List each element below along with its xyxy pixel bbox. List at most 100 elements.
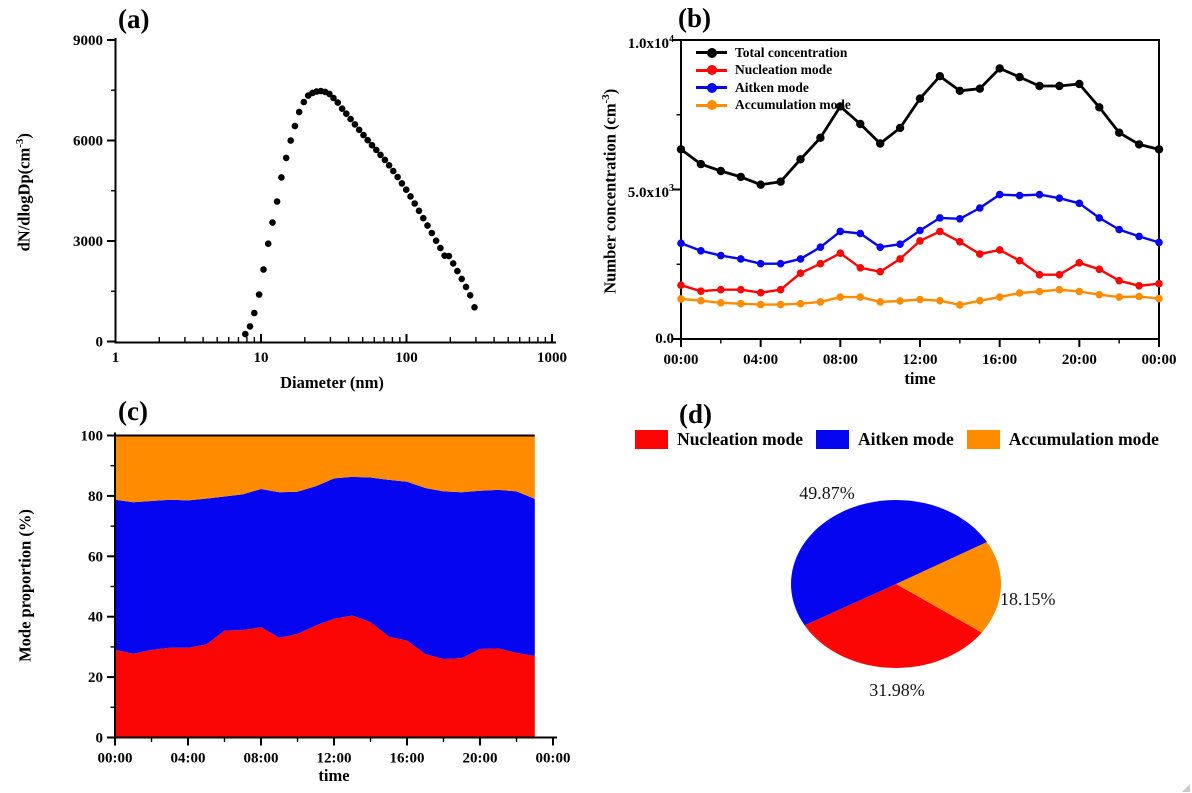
panel-c-y-ticks: 0 20 40 60 80 100 (81, 429, 115, 747)
series-point (816, 243, 825, 251)
scatter-point (260, 266, 267, 273)
pie-slice-label: 18.15% (1000, 589, 1056, 609)
panel-a-y-axis-title: dN/dlogDp(cm-3) (13, 133, 34, 252)
panel-c-y-tick-label: 60 (88, 549, 103, 565)
scatter-point (334, 99, 342, 106)
legend-item: Aitken mode (696, 79, 851, 97)
series-point (836, 293, 845, 301)
series-point (676, 145, 686, 154)
panel-c-y-tick-label: 80 (88, 489, 103, 505)
series-point (756, 300, 765, 309)
series-point (1135, 292, 1143, 301)
legend-label: Total concentration (735, 44, 848, 60)
series-point (697, 287, 705, 296)
series-point (1075, 79, 1084, 89)
scatter-point (471, 304, 478, 311)
legend-item: Nucleation mode (696, 62, 851, 80)
series-point (717, 251, 725, 260)
scatter-point (424, 222, 431, 229)
panel-a-x-tick-label: 1 (112, 350, 120, 366)
scatter-point (402, 186, 410, 193)
legend-dot-marker (707, 47, 717, 58)
series-point (776, 300, 785, 309)
panel-b-letter: (b) (678, 3, 711, 33)
legend-label: Nucleation mode (735, 62, 833, 78)
panel-c-x-tick-label: 04:00 (171, 751, 206, 767)
series-point (896, 240, 904, 248)
scatter-point (364, 136, 372, 144)
scatter-point (255, 291, 263, 298)
series-point (1095, 265, 1104, 274)
series-point (1095, 214, 1104, 222)
scatter-point (415, 207, 423, 215)
series-point (935, 72, 945, 81)
panel-c-x-tick-label: 08:00 (244, 751, 279, 767)
panel-d-letter: (d) (679, 399, 712, 429)
scatter-point (381, 156, 389, 164)
series-point (995, 293, 1004, 301)
series-point (1154, 145, 1164, 154)
panel-c-x-tick-label: 16:00 (390, 751, 425, 767)
panel-b-y-tick-label: 0.0 (655, 330, 674, 347)
series-point (936, 227, 944, 236)
pie-legend-label: Accumulation mode (1008, 429, 1159, 449)
legend-item: Total concentration (696, 44, 851, 62)
panel-c-y-tick-label: 100 (81, 429, 104, 445)
scatter-point (466, 292, 474, 299)
panel-b-x-tick-label: 20:00 (1062, 352, 1097, 368)
panel-b-series-red (677, 227, 1163, 297)
legend-label: Accumulation mode (735, 97, 851, 113)
scatter-point (351, 121, 359, 128)
legend-label: Aitken mode (735, 79, 809, 95)
scatter-point (390, 167, 397, 175)
series-point (836, 102, 845, 111)
scatter-point (428, 229, 436, 237)
series-point (756, 288, 765, 297)
series-point (1155, 279, 1163, 288)
series-point (776, 285, 785, 294)
scatter-point (330, 94, 337, 102)
series-point (677, 295, 685, 303)
pie-slice-label: 31.98% (869, 680, 925, 700)
scatter-point (411, 200, 419, 207)
series-point (736, 172, 745, 182)
scatter-point (291, 122, 299, 130)
series-point (697, 247, 705, 255)
scatter-point (273, 198, 281, 205)
panel-a-x-tick-label: 100 (395, 350, 418, 366)
panel-a-x-tick-label: 10 (254, 350, 269, 366)
panel-b-y-ticks (673, 39, 681, 340)
legend-line-marker (696, 82, 727, 93)
panel-a-y-ticks: 0 3000 6000 9000 (73, 33, 116, 351)
scatter-point (373, 146, 380, 154)
series-point (936, 296, 944, 305)
series-point (895, 123, 905, 133)
scatter-point (343, 110, 350, 117)
panel-a-x-tick-label: 1000 (537, 350, 567, 366)
series-point (1055, 270, 1064, 279)
panel-d-pie (791, 500, 1001, 668)
panel-c-chart (113, 432, 557, 739)
series-point (1095, 290, 1104, 299)
scatter-point (326, 90, 333, 98)
series-point (1035, 81, 1044, 91)
series-point (737, 285, 745, 294)
panel-b-x-tick-label: 08:00 (823, 352, 858, 368)
series-point (916, 226, 924, 235)
panel-a-y-tick-label: 6000 (73, 134, 103, 150)
series-point (1075, 287, 1084, 296)
series-point (1035, 190, 1044, 199)
series-point (1055, 194, 1064, 202)
scatter-point (251, 309, 258, 317)
series-point (916, 237, 924, 245)
panel-c-y-tick-label: 20 (88, 670, 103, 686)
series-point (876, 243, 884, 251)
area-aitken (115, 476, 535, 659)
legend-dot-marker (707, 100, 717, 111)
panel-c-x-tick-label: 00:00 (98, 751, 133, 767)
series-point (1155, 238, 1163, 247)
series-point (796, 255, 805, 263)
series-point (816, 298, 825, 306)
panel-a-y-tick-label: 3000 (73, 234, 103, 250)
scatter-point (278, 174, 285, 181)
